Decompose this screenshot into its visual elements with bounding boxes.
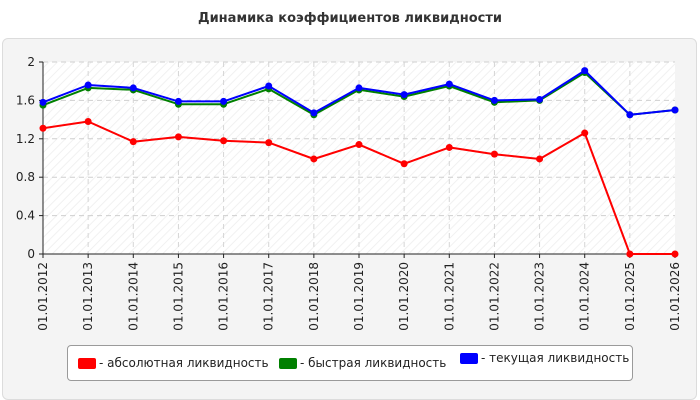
data-point	[355, 141, 363, 149]
x-tick-label: 01.01.2019	[352, 262, 366, 331]
x-tick-label: 01.01.2025	[623, 262, 637, 331]
data-point	[445, 143, 453, 151]
x-tick-label: 01.01.2017	[262, 262, 276, 331]
data-point	[265, 82, 273, 90]
data-point	[310, 109, 318, 117]
x-tick-label: 01.01.2015	[171, 262, 185, 331]
y-tick-label: 1.6	[16, 93, 35, 107]
y-tick-label: 0.4	[16, 209, 35, 223]
data-point	[490, 150, 498, 158]
data-point	[400, 91, 408, 99]
x-tick-label: 01.01.2023	[533, 262, 547, 331]
data-point	[265, 139, 273, 147]
x-tick-label: 01.01.2013	[81, 262, 95, 331]
data-point	[84, 118, 92, 126]
legend-swatch-blue	[460, 352, 478, 364]
x-tick-label: 01.01.2022	[487, 262, 501, 331]
data-point	[581, 67, 589, 75]
chart-title: Динамика коэффициентов ликвидности	[198, 11, 502, 26]
legend-item-current: - текущая ликвидность	[460, 351, 629, 365]
legend-label: - текущая ликвидность	[481, 351, 630, 365]
data-point	[174, 133, 182, 141]
chart-legend: - абсолютная ликвидность - быстрая ликви…	[67, 345, 633, 381]
data-point	[626, 250, 634, 258]
legend-item-quick: - быстрая ликвидность	[279, 356, 446, 370]
data-point	[220, 97, 228, 105]
data-point	[445, 80, 453, 88]
y-tick-label: 1.2	[16, 132, 35, 146]
legend-swatch-red	[78, 357, 96, 369]
data-point	[626, 111, 634, 119]
data-point	[129, 138, 137, 146]
data-point	[39, 98, 47, 106]
x-tick-label: 01.01.2024	[578, 262, 592, 331]
data-point	[355, 84, 363, 92]
data-point	[129, 84, 137, 92]
x-tick-label: 01.01.2020	[397, 262, 411, 331]
y-tick-label: 2	[27, 55, 35, 69]
data-point	[84, 81, 92, 89]
data-point	[671, 250, 679, 258]
legend-label: - абсолютная ликвидность	[99, 356, 269, 370]
x-tick-label: 01.01.2016	[217, 262, 231, 331]
data-point	[220, 137, 228, 145]
x-tick-label: 01.01.2026	[668, 262, 682, 331]
data-point	[671, 106, 679, 114]
y-tick-label: 0	[27, 247, 35, 261]
legend-item-absolute: - абсолютная ликвидность	[78, 356, 269, 370]
data-point	[581, 129, 589, 137]
legend-label: - быстрая ликвидность	[300, 356, 447, 370]
legend-swatch-green	[279, 357, 297, 369]
data-point	[490, 96, 498, 104]
x-tick-label: 01.01.2014	[126, 262, 140, 331]
data-point	[174, 97, 182, 105]
x-tick-label: 01.01.2018	[307, 262, 321, 331]
y-tick-label: 0.8	[16, 170, 35, 184]
x-tick-label: 01.01.2012	[36, 262, 50, 331]
data-point	[400, 160, 408, 168]
data-point	[536, 155, 544, 163]
x-tick-label: 01.01.2021	[442, 262, 456, 331]
data-point	[536, 95, 544, 103]
data-point	[310, 155, 318, 163]
data-point	[39, 124, 47, 132]
